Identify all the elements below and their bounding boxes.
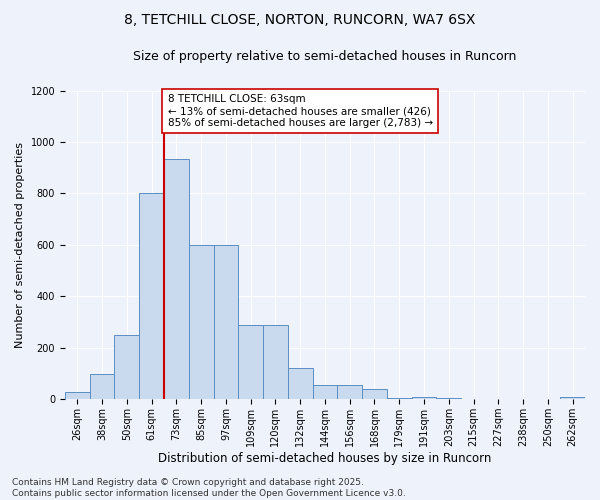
Bar [313, 385, 337, 400]
Bar [535, 399, 560, 400]
X-axis label: Distribution of semi-detached houses by size in Runcorn: Distribution of semi-detached houses by … [158, 452, 491, 465]
Bar [65, 392, 89, 400]
Bar [189, 245, 214, 400]
Bar [337, 385, 362, 400]
Title: Size of property relative to semi-detached houses in Runcorn: Size of property relative to semi-detach… [133, 50, 517, 63]
Bar [486, 399, 511, 400]
Bar [461, 398, 486, 400]
Bar [362, 389, 387, 400]
Bar [560, 396, 585, 400]
Text: Contains HM Land Registry data © Crown copyright and database right 2025.
Contai: Contains HM Land Registry data © Crown c… [12, 478, 406, 498]
Bar [89, 374, 115, 400]
Text: 8, TETCHILL CLOSE, NORTON, RUNCORN, WA7 6SX: 8, TETCHILL CLOSE, NORTON, RUNCORN, WA7 … [124, 12, 476, 26]
Text: 8 TETCHILL CLOSE: 63sqm
← 13% of semi-detached houses are smaller (426)
85% of s: 8 TETCHILL CLOSE: 63sqm ← 13% of semi-de… [167, 94, 433, 128]
Bar [115, 335, 139, 400]
Bar [238, 324, 263, 400]
Bar [164, 158, 189, 400]
Bar [511, 399, 535, 400]
Bar [387, 398, 412, 400]
Bar [288, 368, 313, 400]
Bar [436, 398, 461, 400]
Bar [412, 396, 436, 400]
Bar [214, 245, 238, 400]
Bar [139, 194, 164, 400]
Bar [263, 324, 288, 400]
Y-axis label: Number of semi-detached properties: Number of semi-detached properties [15, 142, 25, 348]
